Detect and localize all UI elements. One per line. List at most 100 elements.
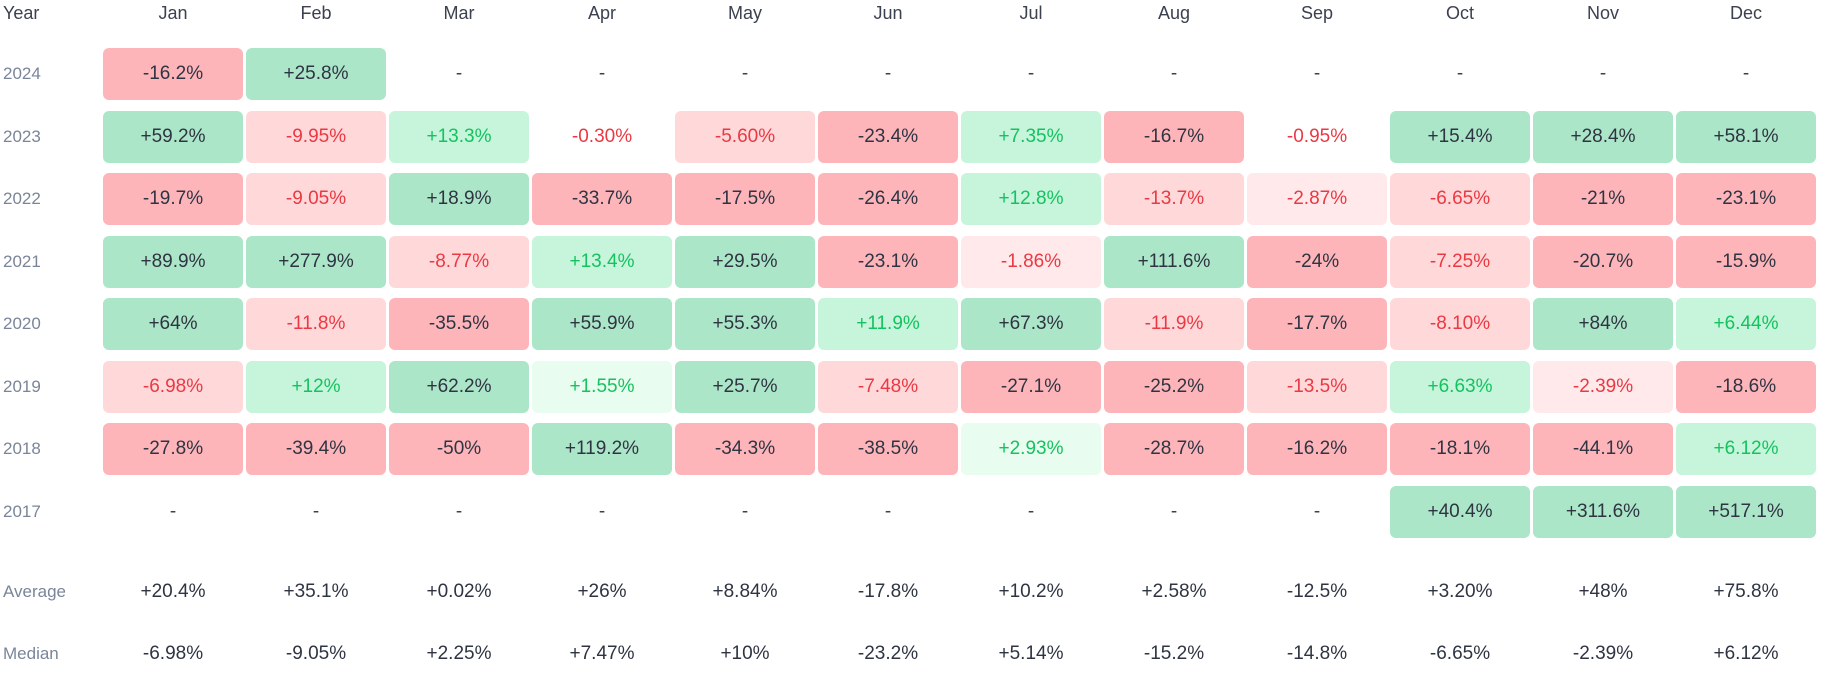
month-header-apr: Apr [587, 3, 616, 23]
return-cell-2023-jun: -23.4% [818, 110, 958, 163]
return-cell-2020-aug: -11.9% [1104, 298, 1244, 350]
return-cell-2022-dec: -23.1% [1676, 173, 1816, 225]
return-cell-2021-jan: +89.9% [103, 235, 243, 288]
return-cell-2022-jul: +12.8% [961, 173, 1101, 225]
return-cell-2018-oct: -18.1% [1390, 423, 1530, 475]
year-label-2020: 2020 [3, 314, 41, 333]
return-cell-2017-apr: - [598, 500, 606, 522]
average-value-mar: +0.02% [426, 581, 492, 602]
return-cell-2017-sep: - [1313, 500, 1321, 522]
summary-label-average: Average [3, 582, 67, 601]
return-cell-2020-nov: +84% [1533, 298, 1673, 350]
return-cell-2021-dec: -15.9% [1676, 235, 1816, 288]
return-cell-2019-apr: +1.55% [532, 360, 672, 413]
return-cell-2022-jan: -19.7% [103, 173, 243, 225]
average-value-oct: +3.20% [1427, 581, 1493, 602]
return-cell-2023-sep: -0.95% [1286, 125, 1348, 147]
month-header-jul: Jul [1019, 3, 1043, 23]
return-cell-2022-apr: -33.7% [532, 173, 672, 225]
return-cell-2018-jul: +2.93% [961, 423, 1101, 475]
month-header-aug: Aug [1157, 3, 1191, 23]
return-cell-2017-aug: - [1170, 500, 1178, 522]
average-value-dec: +75.8% [1713, 581, 1779, 602]
return-cell-2017-jun: - [884, 500, 892, 522]
return-cell-2020-dec: +6.44% [1676, 298, 1816, 350]
return-cell-2024-may: - [741, 63, 749, 84]
return-cell-2019-dec: -18.6% [1676, 360, 1816, 413]
return-cell-2017-jul: - [1027, 500, 1035, 522]
return-cell-2020-feb: -11.8% [246, 298, 386, 350]
median-value-dec: +6.12% [1713, 643, 1779, 664]
year-label-2023: 2023 [3, 126, 41, 146]
month-header-jun: Jun [873, 3, 903, 23]
return-cell-2017-dec: +517.1% [1676, 485, 1816, 538]
return-cell-2021-apr: +13.4% [532, 235, 672, 288]
median-value-sep: -14.8% [1286, 643, 1348, 664]
return-cell-2021-sep: -24% [1247, 235, 1387, 288]
month-header-mar: Mar [443, 3, 475, 23]
return-cell-2018-sep: -16.2% [1247, 423, 1387, 475]
median-value-feb: -9.05% [285, 643, 347, 664]
return-cell-2023-oct: +15.4% [1390, 110, 1530, 163]
median-value-nov: -2.39% [1572, 643, 1634, 664]
median-value-mar: +2.25% [426, 643, 492, 664]
return-cell-2018-dec: +6.12% [1676, 423, 1816, 475]
return-cell-2024-feb: +25.8% [246, 48, 386, 100]
return-cell-2018-aug: -28.7% [1104, 423, 1244, 475]
return-cell-2017-feb: - [312, 500, 320, 522]
return-cell-2024-oct: - [1456, 63, 1464, 84]
return-cell-2024-dec: - [1742, 63, 1750, 84]
return-cell-2023-aug: -16.7% [1104, 110, 1244, 163]
return-cell-2022-sep: -2.87% [1247, 173, 1387, 225]
return-cell-2018-mar: -50% [389, 423, 529, 475]
month-header-may: May [727, 3, 762, 23]
average-value-jan: +20.4% [140, 581, 206, 602]
return-cell-2018-feb: -39.4% [246, 423, 386, 475]
return-cell-2023-dec: +58.1% [1676, 110, 1816, 163]
return-cell-2022-nov: -21% [1533, 173, 1673, 225]
return-cell-2017-nov: +311.6% [1533, 485, 1673, 538]
return-cell-2020-mar: -35.5% [389, 298, 529, 350]
return-cell-2024-apr: - [598, 63, 606, 84]
return-cell-2023-jan: +59.2% [103, 110, 243, 163]
return-cell-2022-mar: +18.9% [389, 173, 529, 225]
return-cell-2021-jun: -23.1% [818, 235, 958, 288]
return-cell-2019-jun: -7.48% [818, 360, 958, 413]
return-cell-2023-jul: +7.35% [961, 110, 1101, 163]
median-value-oct: -6.65% [1429, 643, 1491, 664]
return-cell-2023-feb: -9.95% [246, 110, 386, 163]
median-value-may: +10% [720, 643, 770, 664]
return-cell-2019-sep: -13.5% [1247, 360, 1387, 413]
return-cell-2019-mar: +62.2% [389, 360, 529, 413]
return-cell-2022-jun: -26.4% [818, 173, 958, 225]
return-cell-2021-nov: -20.7% [1533, 235, 1673, 288]
month-header-sep: Sep [1300, 3, 1334, 23]
return-cell-2021-feb: +277.9% [246, 235, 386, 288]
return-cell-2022-aug: -13.7% [1104, 173, 1244, 225]
return-cell-2024-sep: - [1313, 63, 1321, 84]
return-cell-2023-mar: +13.3% [389, 110, 529, 163]
return-cell-2020-jan: +64% [103, 298, 243, 350]
year-column-header: Year [3, 3, 40, 23]
average-value-jun: -17.8% [857, 581, 919, 602]
month-header-oct: Oct [1445, 3, 1474, 23]
return-cell-2019-nov: -2.39% [1533, 360, 1673, 413]
return-cell-2024-jan: -16.2% [103, 48, 243, 100]
year-label-2021: 2021 [3, 251, 41, 271]
month-header-nov: Nov [1586, 3, 1619, 23]
return-cell-2023-apr: -0.30% [571, 125, 633, 147]
return-cell-2017-mar: - [455, 500, 463, 522]
median-value-jul: +5.14% [998, 643, 1064, 664]
return-cell-2019-aug: -25.2% [1104, 360, 1244, 413]
return-cell-2019-may: +25.7% [675, 360, 815, 413]
return-cell-2019-jan: -6.98% [103, 360, 243, 413]
return-cell-2024-aug: - [1170, 63, 1178, 84]
average-value-sep: -12.5% [1286, 581, 1348, 602]
year-label-2017: 2017 [3, 501, 41, 521]
year-label-2024: 2024 [3, 64, 41, 83]
return-cell-2022-feb: -9.05% [246, 173, 386, 225]
return-cell-2018-apr: +119.2% [532, 423, 672, 475]
average-value-may: +8.84% [712, 581, 778, 602]
year-label-2018: 2018 [3, 439, 41, 458]
